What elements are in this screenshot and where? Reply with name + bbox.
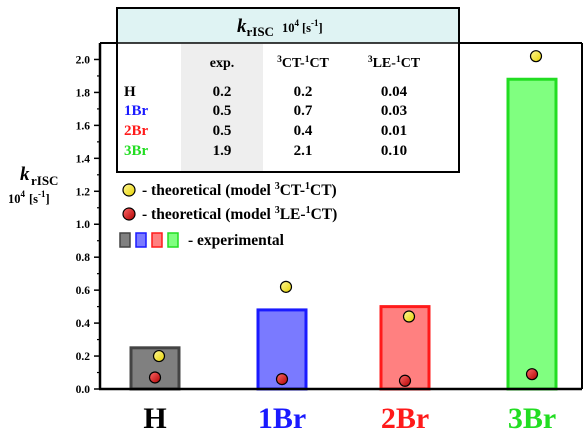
table-title: krISC 104 [s-1]: [237, 16, 323, 39]
table-col-header-0: exp.: [210, 56, 235, 71]
y-label-sub: rISC: [31, 173, 58, 188]
point-3ct-1ct-2br: [402, 310, 416, 323]
point-3ct-1ct-3br: [529, 50, 543, 63]
y-tick-label-3: 0.6: [76, 285, 91, 297]
data-points: [148, 50, 543, 387]
legend-item-3ct-1ct: - theoretical (model 3CT-1CT): [122, 181, 337, 199]
table-exp-column-bg: [181, 44, 263, 171]
table-row-label-1br: 1Br: [124, 103, 149, 119]
point-3ct-1ct-1br: [279, 280, 293, 293]
table-col-header-1: 3CT-1CT: [277, 55, 329, 71]
y-tick-label-2: 0.4: [76, 318, 91, 330]
y-tick-label-8: 1.6: [76, 120, 91, 132]
legend-yellow-dot: [122, 183, 136, 197]
table-cell-h-0: 0.2: [213, 84, 232, 100]
krisc-table: krISC 104 [s-1] exp. 3CT-1CT 3LE-1CT H 0.2 0.2 0…: [116, 7, 460, 173]
bar-3br: [506, 77, 558, 391]
table-cell-h-2: 0.04: [381, 84, 408, 100]
legend-swatch-3br: [167, 232, 179, 248]
legend-label-experimental: - experimental: [188, 232, 285, 249]
y-axis-label: k rISC 104 [s-1]: [8, 164, 58, 206]
x-label-2br: 2Br: [381, 402, 429, 435]
table-cell-1br-0: 0.5: [213, 103, 232, 119]
table-cell-2br-1: 0.4: [294, 123, 313, 139]
y-label-main: k: [20, 164, 30, 185]
legend-swatch-2br: [151, 232, 163, 248]
table-row-label-3br: 3Br: [124, 143, 149, 159]
legend-swatch-h: [119, 232, 131, 248]
table-row-label-h: H: [124, 84, 136, 100]
y-tick-label-10: 2.0: [76, 54, 91, 66]
point-3le-1ct-1br: [275, 373, 289, 386]
x-axis-labels: H 1Br 2Br 3Br: [143, 402, 556, 435]
legend: - theoretical (model 3CT-1CT) - theoreti…: [119, 181, 337, 249]
table-cell-h-1: 0.2: [294, 84, 313, 100]
y-tick-label-6: 1.2: [76, 186, 91, 198]
y-axis-ticks: 0.0 0.2 0.4 0.6 0.8 1.0 1.2 1.4 1.6 1.8 2.0: [76, 54, 100, 396]
table-cell-1br-2: 0.03: [381, 103, 407, 119]
table-cell-3br-2: 0.10: [381, 143, 407, 159]
y-tick-label-7: 1.4: [76, 153, 91, 165]
point-3le-1ct-h: [148, 371, 162, 384]
y-tick-label-1: 0.2: [76, 351, 91, 363]
y-tick-label-9: 1.8: [76, 87, 91, 99]
legend-red-dot: [122, 207, 136, 221]
table-cell-2br-2: 0.01: [381, 123, 407, 139]
x-label-3br: 3Br: [508, 402, 556, 435]
x-label-1br: 1Br: [258, 402, 306, 435]
point-3le-1ct-3br: [525, 368, 539, 381]
table-col-header-2: 3LE-1CT: [368, 55, 421, 71]
point-3ct-1ct-h: [152, 349, 166, 363]
y-tick-label-5: 1.0: [76, 219, 91, 231]
table-row-label-2br: 2Br: [124, 123, 149, 139]
legend-item-3le-1ct: - theoretical (model 3LE-1CT): [122, 205, 337, 223]
legend-swatch-1br: [135, 232, 147, 248]
table-body: exp. 3CT-1CT 3LE-1CT H 0.2 0.2 0.04 1Br 0.5 0.7 0.…: [124, 55, 421, 159]
legend-label-3ct-1ct: - theoretical (model 3CT-1CT): [142, 181, 337, 199]
table-cell-1br-1: 0.7: [294, 103, 313, 119]
legend-item-experimental: - experimental: [119, 232, 285, 249]
y-tick-label-0: 0.0: [76, 384, 91, 396]
y-label-unit: 104 [s-1]: [8, 189, 50, 206]
table-cell-2br-0: 0.5: [213, 123, 232, 139]
table-header-bg: [118, 9, 458, 43]
x-label-h: H: [143, 402, 166, 435]
y-tick-label-4: 0.8: [76, 252, 91, 264]
point-3le-1ct-2br: [398, 374, 412, 387]
table-cell-3br-1: 2.1: [294, 143, 313, 159]
table-cell-3br-0: 1.9: [213, 143, 232, 159]
legend-label-3le-1ct: - theoretical (model 3LE-1CT): [142, 205, 337, 223]
